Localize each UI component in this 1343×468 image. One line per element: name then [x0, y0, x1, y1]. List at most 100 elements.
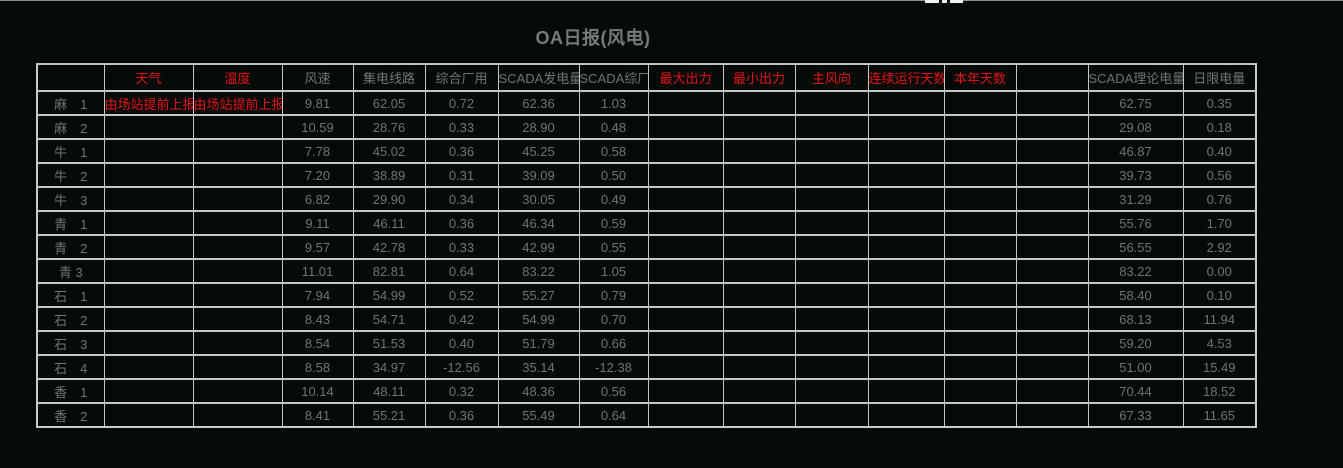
table-cell: 82.81 [352, 258, 426, 284]
table-cell: 29.90 [352, 186, 426, 212]
table-cell: 8.54 [281, 330, 354, 356]
column-header [36, 63, 105, 92]
table-cell: 8.43 [281, 306, 354, 332]
column-header: 连续运行天数 [867, 63, 945, 92]
table-cell: 46.34 [497, 210, 580, 236]
table-cell [1015, 402, 1089, 428]
table-cell: 0.33 [424, 234, 499, 260]
table-cell [722, 402, 796, 428]
column-header: 本年天数 [943, 63, 1017, 92]
table-cell: 6.82 [281, 186, 354, 212]
table-cell [867, 162, 945, 188]
table-cell: 48.36 [497, 378, 580, 404]
table-cell [867, 282, 945, 308]
table-cell [867, 210, 945, 236]
table-cell: 0.33 [424, 114, 499, 140]
table-cell: 0.31 [424, 162, 499, 188]
table-cell: 0.79 [578, 282, 649, 308]
table-cell [794, 282, 869, 308]
column-header: 最大出力 [647, 63, 724, 92]
table-cell [647, 210, 724, 236]
table-cell: 由场站提前上报 [103, 90, 194, 116]
column-header: 最小出力 [722, 63, 796, 92]
table-cell [943, 114, 1017, 140]
table-cell: 4.53 [1182, 330, 1257, 356]
table-cell: 由场站提前上报 [192, 90, 283, 116]
table-cell: 0.70 [578, 306, 649, 332]
table-cell [722, 330, 796, 356]
table-cell [103, 162, 194, 188]
table-cell [103, 138, 194, 164]
table-cell [1015, 354, 1089, 380]
table-row: 石 3 8.54 51.53 0.40 51.79 0.66 59.20 4.53 [36, 330, 1257, 356]
table-cell [794, 162, 869, 188]
table-cell [1015, 114, 1089, 140]
page-title: OA日报(风电) [535, 28, 651, 48]
table-cell [647, 306, 724, 332]
table-cell [1015, 234, 1089, 260]
column-header: 风速 [281, 63, 354, 92]
table-cell [943, 162, 1017, 188]
table-cell [1015, 210, 1089, 236]
table-cell [722, 138, 796, 164]
top-edge-fragment [925, 0, 963, 3]
table-cell: 0.52 [424, 282, 499, 308]
table-cell [103, 282, 194, 308]
table-cell [722, 378, 796, 404]
table-cell [722, 282, 796, 308]
column-header: SCADA综厂 [578, 63, 649, 92]
table-cell: 9.57 [281, 234, 354, 260]
table-cell [192, 138, 283, 164]
table-cell [1015, 306, 1089, 332]
table-cell: 58.40 [1087, 282, 1184, 308]
table-cell [192, 234, 283, 260]
table-cell: 0.50 [578, 162, 649, 188]
row-label-cell: 牛 3 [36, 186, 105, 212]
table-cell: 51.00 [1087, 354, 1184, 380]
table-cell: 68.13 [1087, 306, 1184, 332]
table-cell: 0.42 [424, 306, 499, 332]
table-cell: 2.92 [1182, 234, 1257, 260]
table-cell: 55.21 [352, 402, 426, 428]
table-cell [943, 186, 1017, 212]
table-cell: 0.34 [424, 186, 499, 212]
table-cell [794, 210, 869, 236]
table-cell: 9.81 [281, 90, 354, 116]
table-cell [192, 162, 283, 188]
table-cell: 46.11 [352, 210, 426, 236]
table-cell [794, 186, 869, 212]
column-header: SCADA发电量 [497, 63, 580, 92]
table-cell: 0.56 [1182, 162, 1257, 188]
column-header: 集电线路 [352, 63, 426, 92]
table-cell: -12.56 [424, 354, 499, 380]
table-cell: 70.44 [1087, 378, 1184, 404]
table-cell: 48.11 [352, 378, 426, 404]
row-label-cell: 青 1 [36, 210, 105, 236]
table-body: 麻 1 由场站提前上报 由场站提前上报 9.81 62.05 0.72 62.36 1.03 6… [36, 90, 1257, 428]
table-cell [794, 354, 869, 380]
table-cell [794, 330, 869, 356]
table-cell [867, 114, 945, 140]
column-header: 主风向 [794, 63, 869, 92]
table-cell: 8.41 [281, 402, 354, 428]
table-row: 牛 3 6.82 29.90 0.34 30.05 0.49 31.29 0.76 [36, 186, 1257, 212]
table-cell: 11.01 [281, 258, 354, 284]
table-cell: 0.35 [1182, 90, 1257, 116]
table-cell: 1.70 [1182, 210, 1257, 236]
table-cell: 51.53 [352, 330, 426, 356]
table-cell: 62.36 [497, 90, 580, 116]
table-cell [794, 90, 869, 116]
table-cell [943, 282, 1017, 308]
table-cell [192, 402, 283, 428]
table-cell: 0.36 [424, 138, 499, 164]
table-cell [103, 210, 194, 236]
table-cell: 0.00 [1182, 258, 1257, 284]
table-cell: 10.59 [281, 114, 354, 140]
table-cell: 46.87 [1087, 138, 1184, 164]
table-cell [722, 258, 796, 284]
table-cell: 11.65 [1182, 402, 1257, 428]
table-cell [1015, 378, 1089, 404]
table-cell [722, 114, 796, 140]
row-label-cell: 麻 2 [36, 114, 105, 140]
table-cell: 0.36 [424, 402, 499, 428]
